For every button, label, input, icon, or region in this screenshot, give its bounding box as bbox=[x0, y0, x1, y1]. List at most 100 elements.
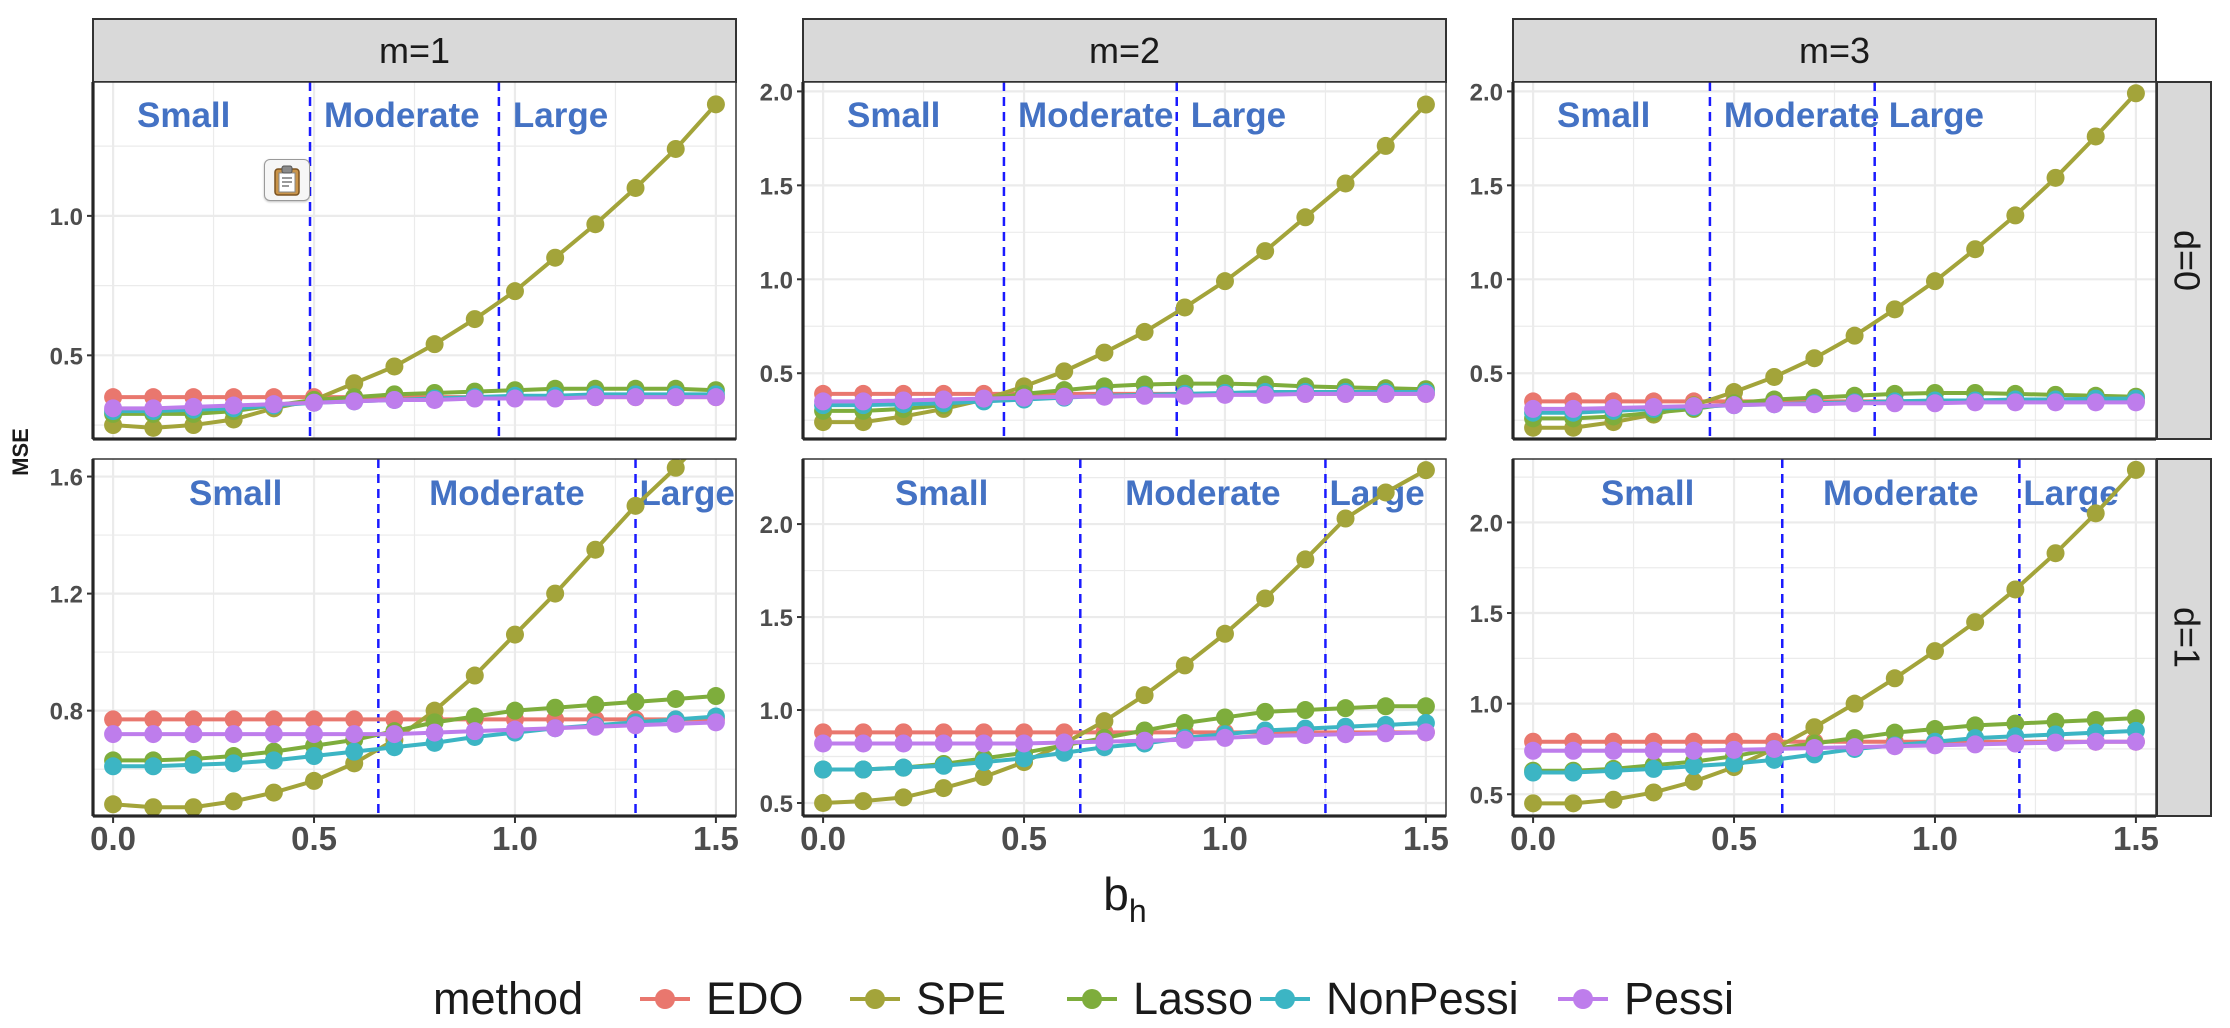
series-line-spe bbox=[112, 102, 718, 430]
point-pessi bbox=[1015, 388, 1034, 407]
region-label-large: Large bbox=[1191, 96, 1286, 135]
point-pessi bbox=[1604, 741, 1623, 760]
y-tick-label: 1.5 bbox=[1470, 173, 1503, 200]
point-spe bbox=[546, 248, 565, 267]
point-nonpessi bbox=[1564, 763, 1583, 782]
legend-point-nonpessi bbox=[1275, 989, 1295, 1009]
point-spe bbox=[1416, 95, 1435, 114]
point-pessi bbox=[1296, 384, 1315, 403]
point-spe bbox=[144, 798, 163, 816]
point-pessi bbox=[546, 719, 565, 738]
point-spe bbox=[1336, 174, 1355, 193]
facet-strip-label: m=1 bbox=[379, 30, 450, 71]
point-pessi bbox=[144, 725, 163, 744]
point-spe bbox=[1885, 669, 1904, 688]
point-edo bbox=[104, 710, 123, 729]
point-spe bbox=[586, 540, 605, 559]
point-spe bbox=[1805, 718, 1824, 737]
point-edo bbox=[144, 710, 163, 729]
point-pessi bbox=[894, 734, 913, 753]
point-pessi bbox=[2086, 732, 2105, 751]
series-layer bbox=[1524, 460, 2145, 813]
point-edo bbox=[305, 710, 324, 729]
y-tick-label: 1.2 bbox=[50, 582, 83, 609]
series-line-lasso bbox=[113, 386, 716, 416]
point-pessi bbox=[1256, 727, 1275, 746]
panel-border bbox=[92, 81, 737, 440]
point-pessi bbox=[1805, 739, 1824, 758]
point-nonpessi bbox=[345, 742, 364, 761]
point-lasso bbox=[1416, 697, 1435, 716]
point-pessi bbox=[1135, 731, 1154, 750]
y-tick-label: 1.5 bbox=[760, 173, 793, 200]
legend-label-lasso: Lasso bbox=[1133, 973, 1253, 1024]
point-nonpessi bbox=[1644, 759, 1663, 778]
series-line-spe bbox=[823, 468, 1427, 805]
panel-m2-d0: Small Moderate Large 0.5 1.0 1.5 2.0 bbox=[760, 79, 1447, 441]
series-line-nonpessi bbox=[1533, 728, 2136, 775]
facet-row-strip-label: d=0 bbox=[2166, 230, 2207, 291]
point-edo bbox=[345, 710, 364, 729]
point-spe bbox=[144, 418, 163, 437]
point-pessi bbox=[2086, 393, 2105, 412]
point-spe bbox=[505, 625, 524, 644]
series-line-pessi bbox=[113, 720, 716, 737]
point-spe bbox=[1175, 656, 1194, 675]
point-pessi bbox=[184, 397, 203, 416]
y-tick-label: 1.0 bbox=[760, 267, 793, 294]
point-pessi bbox=[1376, 384, 1395, 403]
point-spe bbox=[1925, 642, 1944, 661]
point-pessi bbox=[2126, 393, 2145, 412]
y-tick-label: 2.0 bbox=[760, 512, 793, 539]
series-line-nonpessi bbox=[823, 721, 1426, 772]
series-line-spe bbox=[823, 103, 1428, 425]
series-line-spe bbox=[1533, 468, 2138, 806]
series-line-pessi bbox=[1533, 739, 2136, 753]
panel-border bbox=[1512, 81, 2157, 440]
facet-row-strip-label: d=1 bbox=[2166, 607, 2207, 668]
point-nonpessi bbox=[1604, 761, 1623, 780]
clipboard-icon[interactable] bbox=[264, 159, 310, 201]
series-line-spe bbox=[1533, 91, 2138, 430]
x-tick-label: 1.5 bbox=[2113, 820, 2159, 857]
point-pessi bbox=[706, 388, 725, 407]
point-spe bbox=[264, 783, 283, 802]
point-spe bbox=[1336, 509, 1355, 528]
point-spe bbox=[1524, 794, 1543, 813]
panel-m1-d1: Small Moderate Large 0.8 1.2 1.6 0.0 0.5 1.0 1.5 bbox=[50, 458, 739, 857]
point-pessi bbox=[586, 717, 605, 736]
point-pessi bbox=[1175, 386, 1194, 405]
point-pessi bbox=[854, 392, 873, 411]
point-nonpessi bbox=[1015, 749, 1034, 768]
y-tick-label: 0.5 bbox=[1470, 361, 1503, 388]
point-pessi bbox=[706, 713, 725, 732]
x-tick-label: 1.0 bbox=[1912, 820, 1958, 857]
point-spe bbox=[425, 335, 444, 354]
legend: method EDO SPE Lasso NonPessi Pessi bbox=[433, 973, 1734, 1024]
point-spe bbox=[1684, 772, 1703, 791]
series-line-pessi bbox=[823, 730, 1426, 746]
point-edo bbox=[224, 710, 243, 729]
point-spe bbox=[1416, 461, 1435, 480]
series-layer bbox=[814, 95, 1435, 432]
y-tick-label: 1.0 bbox=[50, 204, 83, 231]
point-edo bbox=[184, 710, 203, 729]
point-nonpessi bbox=[894, 758, 913, 777]
series-line-lasso bbox=[113, 694, 717, 763]
point-pessi bbox=[1095, 387, 1114, 406]
point-spe bbox=[345, 374, 364, 393]
point-pessi bbox=[104, 399, 123, 418]
legend-label-edo: EDO bbox=[706, 973, 804, 1024]
point-spe bbox=[2126, 84, 2145, 103]
region-label-large: Large bbox=[2023, 474, 2118, 513]
region-label-moderate: Moderate bbox=[324, 96, 480, 135]
panel-m3-d0: Small Moderate Large 0.5 1.0 1.5 2.0 bbox=[1470, 79, 2157, 441]
point-spe bbox=[1845, 694, 1864, 713]
point-pessi bbox=[385, 725, 404, 744]
legend-label-pessi: Pessi bbox=[1624, 973, 1734, 1024]
point-nonpessi bbox=[814, 760, 833, 779]
x-axis-label-sub: h bbox=[1129, 893, 1147, 929]
point-pessi bbox=[586, 388, 605, 407]
point-lasso bbox=[1336, 699, 1355, 718]
point-lasso bbox=[1925, 720, 1944, 739]
